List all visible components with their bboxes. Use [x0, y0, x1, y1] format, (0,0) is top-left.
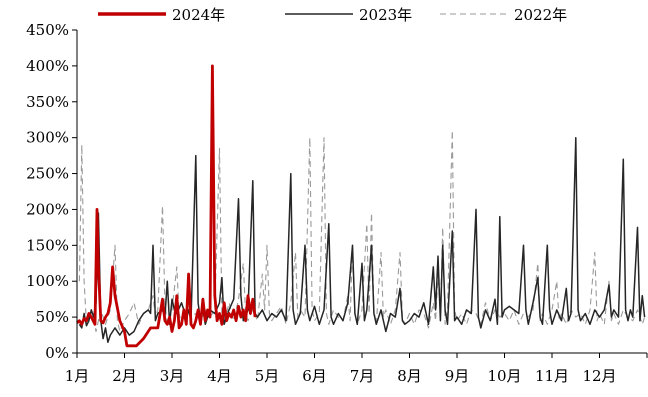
- y-tick-label: 350%: [26, 93, 69, 111]
- y-tick-label: 400%: [26, 57, 69, 75]
- x-tick-label: 11月: [535, 367, 569, 385]
- y-tick-label: 450%: [26, 21, 69, 39]
- x-tick-label: 6月: [302, 367, 327, 385]
- y-tick-label: 300%: [26, 129, 69, 147]
- series-line-2: [78, 129, 646, 333]
- y-tick-label: 150%: [26, 236, 69, 254]
- x-tick-label: 9月: [445, 367, 470, 385]
- x-tick-label: 4月: [207, 367, 232, 385]
- y-tick-label: 200%: [26, 200, 69, 218]
- plot-area: [76, 64, 646, 348]
- x-tick-label: 1月: [65, 367, 90, 385]
- y-tick-label: 100%: [26, 272, 69, 290]
- x-tick-label: 7月: [350, 367, 375, 385]
- y-tick-label: 250%: [26, 165, 69, 183]
- legend-label-1: 2023年: [359, 6, 412, 24]
- x-tick-label: 5月: [255, 367, 280, 385]
- series-line-0: [76, 64, 257, 348]
- legend-label-0: 2024年: [172, 6, 225, 24]
- x-tick-label: 8月: [397, 367, 422, 385]
- x-tick-label: 10月: [487, 367, 521, 385]
- legend-label-2: 2022年: [514, 6, 567, 24]
- y-tick-label: 50%: [36, 308, 69, 326]
- axes: 0% 50% 100% 150% 200% 250% 300% 350% 400% 450% 1月 2…: [26, 21, 648, 385]
- x-tick-label: 12月: [582, 367, 616, 385]
- x-tick-label: 3月: [160, 367, 185, 385]
- legend: 2024年 2023年 2022年: [98, 6, 567, 24]
- y-tick-label: 0%: [45, 344, 69, 362]
- x-tick-label: 2月: [112, 367, 137, 385]
